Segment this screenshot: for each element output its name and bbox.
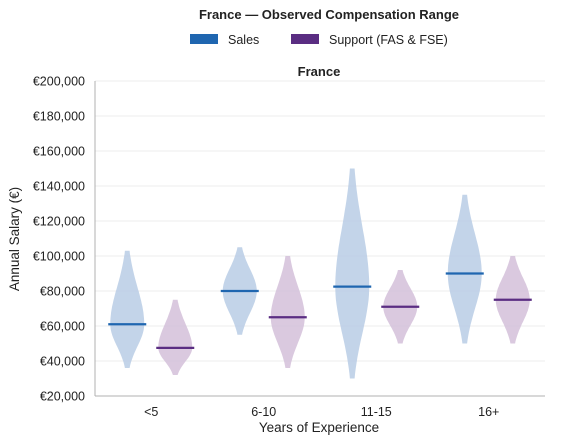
violin-support [270,256,305,368]
violin-support [158,299,193,375]
x-tick-label: <5 [144,405,158,419]
y-axis-label: Annual Salary (€) [7,187,22,291]
y-tick-label: €20,000 [40,390,85,404]
legend-label-support: Support (FAS & FSE) [329,33,448,47]
y-tick-label: €60,000 [40,320,85,334]
median-layer [108,272,532,349]
violin-sales [447,194,482,344]
x-tick-label: 16+ [478,405,499,419]
legend-label-sales: Sales [228,33,259,47]
x-tick-label: 6-10 [251,405,276,419]
y-tick-label: €100,000 [33,250,85,264]
violin-sales [110,250,145,368]
x-tick-label: 11-15 [361,405,392,419]
y-tick-labels: €20,000 €40,000 €60,000 €80,000 €100,000 €120… [33,75,85,404]
legend-swatch-support [291,34,319,44]
y-tick-label: €40,000 [40,355,85,369]
x-axis-label: Years of Experience [259,420,379,435]
y-tick-label: €180,000 [33,110,85,124]
chart-title: France — Observed Compensation Range [199,7,459,22]
x-tick-labels: <5 6-10 11-15 16+ [144,405,499,419]
grid-layer [95,80,545,362]
legend-swatch-sales [190,34,218,44]
y-tick-label: €200,000 [33,75,85,89]
plot-subtitle: France [298,64,341,79]
violin-sales [335,168,370,379]
legend: Sales Support (FAS & FSE) [190,33,448,47]
y-tick-label: €120,000 [33,215,85,229]
y-tick-label: €80,000 [40,285,85,299]
y-tick-label: €160,000 [33,145,85,159]
y-tick-label: €140,000 [33,180,85,194]
